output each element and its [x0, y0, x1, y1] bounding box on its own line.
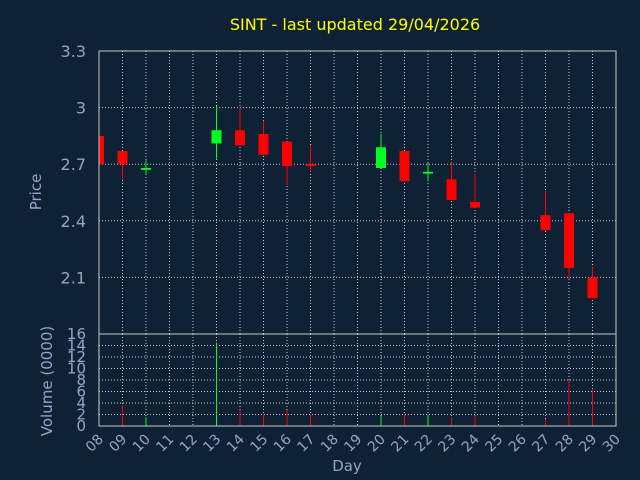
price-tick-label: 2.1: [61, 268, 86, 287]
price-tick-label: 2.4: [61, 212, 86, 231]
candle: [540, 190, 551, 231]
volume-tick-label: 6: [76, 383, 86, 401]
candle-body: [470, 201, 480, 208]
volume-tick-label: 14: [67, 337, 86, 355]
candle: [141, 160, 151, 174]
volume-tick-label: 2: [76, 406, 86, 424]
volume-axis-label: Volume (0000): [38, 326, 56, 436]
candle-body: [399, 150, 410, 182]
volume-tick-label: 4: [76, 394, 86, 412]
x-axis-label: Day: [332, 457, 362, 475]
candle-body: [282, 141, 292, 167]
candle-body: [211, 130, 222, 144]
candle: [423, 162, 433, 182]
candle: [117, 150, 128, 180]
candle: [376, 134, 386, 168]
candle: [282, 141, 292, 185]
volume-tick-label: 8: [76, 371, 86, 389]
candle: [587, 266, 598, 299]
candle-body: [423, 171, 433, 174]
price-tick-labels: 2.1 2.4 2.7 3 3.3: [61, 42, 86, 287]
candle: [446, 162, 457, 201]
candle-body: [376, 147, 386, 168]
candle: [564, 213, 574, 280]
candles: [98, 105, 598, 299]
candle: [399, 150, 410, 182]
candle-body: [141, 167, 151, 170]
volume-tick-label: 10: [67, 360, 86, 378]
candle: [98, 135, 104, 165]
price-tick-label: 3.3: [61, 42, 86, 61]
x-tick-labels: 08 09 10 11 12 13 14 15 16 17 18 19 20 21 22 23 24 25 26 27…: [83, 431, 624, 455]
candle-body: [564, 213, 574, 268]
candle-body: [305, 164, 316, 167]
candle: [211, 105, 222, 159]
price-tick-label: 3: [76, 99, 86, 118]
volume-tick-label: 16: [67, 325, 86, 343]
candle: [470, 173, 480, 208]
candle-body: [258, 134, 269, 155]
candle-body: [117, 150, 128, 165]
candle: [235, 107, 245, 146]
candle: [305, 145, 316, 172]
candle-body: [235, 130, 245, 146]
candle-body: [587, 277, 598, 299]
volume-tick-label: 0: [76, 417, 86, 435]
y-axis-label: Price: [27, 174, 45, 211]
candle: [258, 120, 269, 155]
candle-body: [446, 179, 457, 201]
volume-panel-frame: [98, 333, 617, 427]
volume-bars: [122, 342, 593, 426]
volume-tick-label: 12: [67, 348, 86, 366]
chart-title: SINT - last updated 29/04/2026: [230, 15, 480, 34]
price-tick-label: 2.7: [61, 155, 86, 174]
candle-body: [99, 135, 104, 165]
candle-body: [540, 215, 551, 231]
